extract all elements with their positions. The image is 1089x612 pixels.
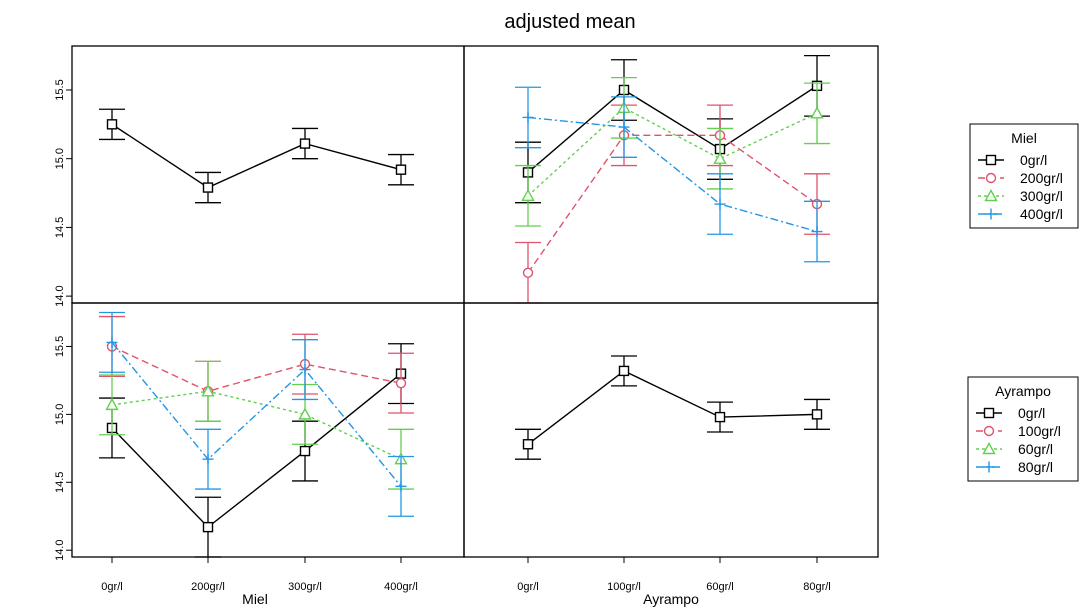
series-s1 xyxy=(515,355,830,460)
series-s4 xyxy=(515,86,830,263)
data-point xyxy=(714,411,726,423)
series-s2 xyxy=(515,104,830,304)
legend-label: 0gr/l xyxy=(1018,405,1045,421)
x-tick-label: 60gr/l xyxy=(706,581,734,593)
legend-marker xyxy=(983,461,995,473)
legend-label: 100gr/l xyxy=(1018,423,1061,439)
data-point xyxy=(618,365,630,377)
x-tick-label: 100gr/l xyxy=(607,581,641,593)
legend-label: 80gr/l xyxy=(1018,459,1053,475)
panel-border xyxy=(71,302,465,558)
legend-marker xyxy=(983,407,995,419)
data-point xyxy=(522,267,534,278)
chart-panel-bottom-right: 0gr/l 100gr/l 60gr/l 80gr/l xyxy=(463,302,879,593)
y-tick-label: 15.0 xyxy=(54,404,66,425)
series-line xyxy=(527,85,818,173)
legend-marker xyxy=(982,442,996,455)
data-point xyxy=(713,151,727,164)
series-s3 xyxy=(99,360,414,490)
data-point xyxy=(395,377,407,389)
data-point xyxy=(618,121,630,133)
data-point xyxy=(299,364,311,376)
chart-panel-top-left: 14.0 14.5 15.0 15.5 xyxy=(54,45,465,307)
series-line xyxy=(527,106,818,197)
x-tick-label: 0gr/l xyxy=(101,581,122,593)
legend-marker xyxy=(985,208,997,220)
data-point xyxy=(395,480,407,492)
y-tick-label: 15.0 xyxy=(54,148,66,169)
x-tick-label: 0gr/l xyxy=(517,581,538,593)
legend-miel: Miel 0gr/l 200gr/l 300gr/l 400gr/l xyxy=(969,123,1079,229)
series-line xyxy=(527,134,818,274)
data-point xyxy=(522,439,534,450)
data-point xyxy=(714,198,726,210)
y-tick-label: 14.5 xyxy=(54,472,66,493)
legend-title: Miel xyxy=(1011,130,1037,146)
x-axis-label-left: Miel xyxy=(242,591,268,607)
chart-title: adjusted mean xyxy=(504,11,635,33)
legend-marker xyxy=(985,172,997,184)
chart-panel-top-right xyxy=(463,45,879,304)
y-tick-label: 14.0 xyxy=(54,285,66,306)
data-point xyxy=(811,409,823,420)
panel-border xyxy=(463,302,879,558)
data-point xyxy=(202,182,214,193)
legend-label: 300gr/l xyxy=(1020,188,1063,204)
legend-label: 400gr/l xyxy=(1020,206,1063,222)
data-point xyxy=(811,226,823,238)
series-line xyxy=(111,123,402,189)
x-tick-label: 400gr/l xyxy=(384,581,418,593)
series-line xyxy=(527,370,818,445)
y-tick-label: 15.5 xyxy=(54,336,66,357)
x-axis-label-right: Ayrampo xyxy=(643,591,699,607)
series-s3 xyxy=(515,76,830,227)
legend-marker xyxy=(983,425,995,437)
legend-label: 0gr/l xyxy=(1020,152,1047,168)
data-point xyxy=(202,521,214,533)
legend-ayrampo: Ayrampo 0gr/l 100gr/l 60gr/l 80gr/l xyxy=(967,376,1079,482)
series-line xyxy=(111,373,402,529)
data-point xyxy=(521,188,535,202)
data-point xyxy=(106,119,118,130)
series-s1 xyxy=(99,108,414,204)
legend-marker xyxy=(985,154,997,166)
legend-title: Ayrampo xyxy=(995,383,1051,399)
data-point xyxy=(810,106,824,119)
series-line xyxy=(111,345,402,393)
y-tick-label: 15.5 xyxy=(54,79,66,100)
series-line xyxy=(111,390,402,460)
series-s4 xyxy=(99,311,414,517)
series-line xyxy=(527,116,818,233)
data-point xyxy=(299,138,311,149)
data-point xyxy=(106,336,118,348)
data-point xyxy=(395,164,407,175)
data-point xyxy=(298,407,312,420)
chart-panel-bottom-left: 14.0 14.5 15.0 15.5 0gr/l 200gr/l 300gr/l 400gr… xyxy=(54,302,465,593)
y-tick-label: 14.0 xyxy=(54,539,66,560)
y-tick-label: 14.5 xyxy=(54,217,66,238)
legend-label: 60gr/l xyxy=(1018,441,1053,457)
legend-label: 200gr/l xyxy=(1020,170,1063,186)
data-point xyxy=(299,445,311,457)
series-line xyxy=(111,341,402,487)
data-point xyxy=(522,111,534,123)
legend-marker xyxy=(984,189,998,202)
data-point xyxy=(105,397,119,411)
x-tick-label: 200gr/l xyxy=(191,581,225,593)
data-point xyxy=(202,453,214,465)
x-tick-label: 300gr/l xyxy=(288,581,322,593)
data-point xyxy=(201,384,215,397)
series-s2 xyxy=(99,315,414,422)
x-tick-label: 80gr/l xyxy=(803,581,831,593)
